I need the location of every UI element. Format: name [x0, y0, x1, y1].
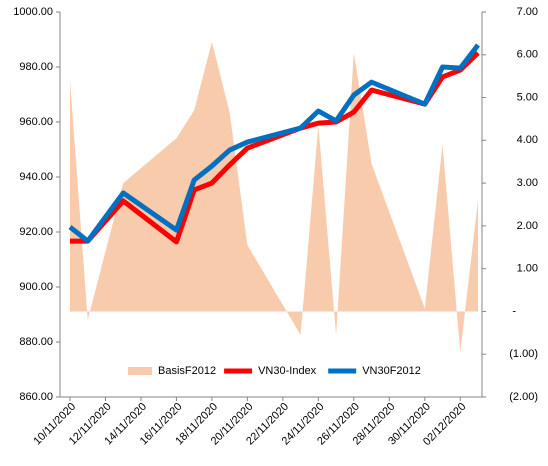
y2-tick-label: (1.00) — [509, 348, 538, 360]
y2-tick-label: 2.00 — [517, 220, 538, 232]
y2-tick-label: 3.00 — [517, 177, 538, 189]
y2-tick-label: - — [512, 305, 516, 317]
line — [68, 43, 480, 244]
y2-tick-label: 7.00 — [517, 6, 538, 18]
legend-swatch — [128, 367, 152, 375]
y-tick-label: 860.00 — [19, 391, 53, 403]
legend-label: VN30F2012 — [362, 365, 421, 377]
y2-tick-label: 4.00 — [517, 134, 538, 146]
y-tick-label: 1000.00 — [13, 6, 53, 18]
y2-tick-label: 6.00 — [517, 49, 538, 61]
y-tick-label: 920.00 — [19, 226, 53, 238]
area — [70, 41, 478, 353]
y-tick-label: 900.00 — [19, 281, 53, 293]
y2-tick-label: (2.00) — [509, 391, 538, 403]
legend-label: BasisF2012 — [158, 365, 216, 377]
y-tick-label: 940.00 — [19, 171, 53, 183]
y-tick-label: 880.00 — [19, 336, 53, 348]
y2-tick-label: 5.00 — [517, 91, 538, 103]
y-tick-label: 960.00 — [19, 116, 53, 128]
legend-label: VN30-Index — [258, 365, 317, 377]
y2-tick-label: 1.00 — [517, 263, 538, 275]
y-tick-label: 980.00 — [19, 61, 53, 73]
